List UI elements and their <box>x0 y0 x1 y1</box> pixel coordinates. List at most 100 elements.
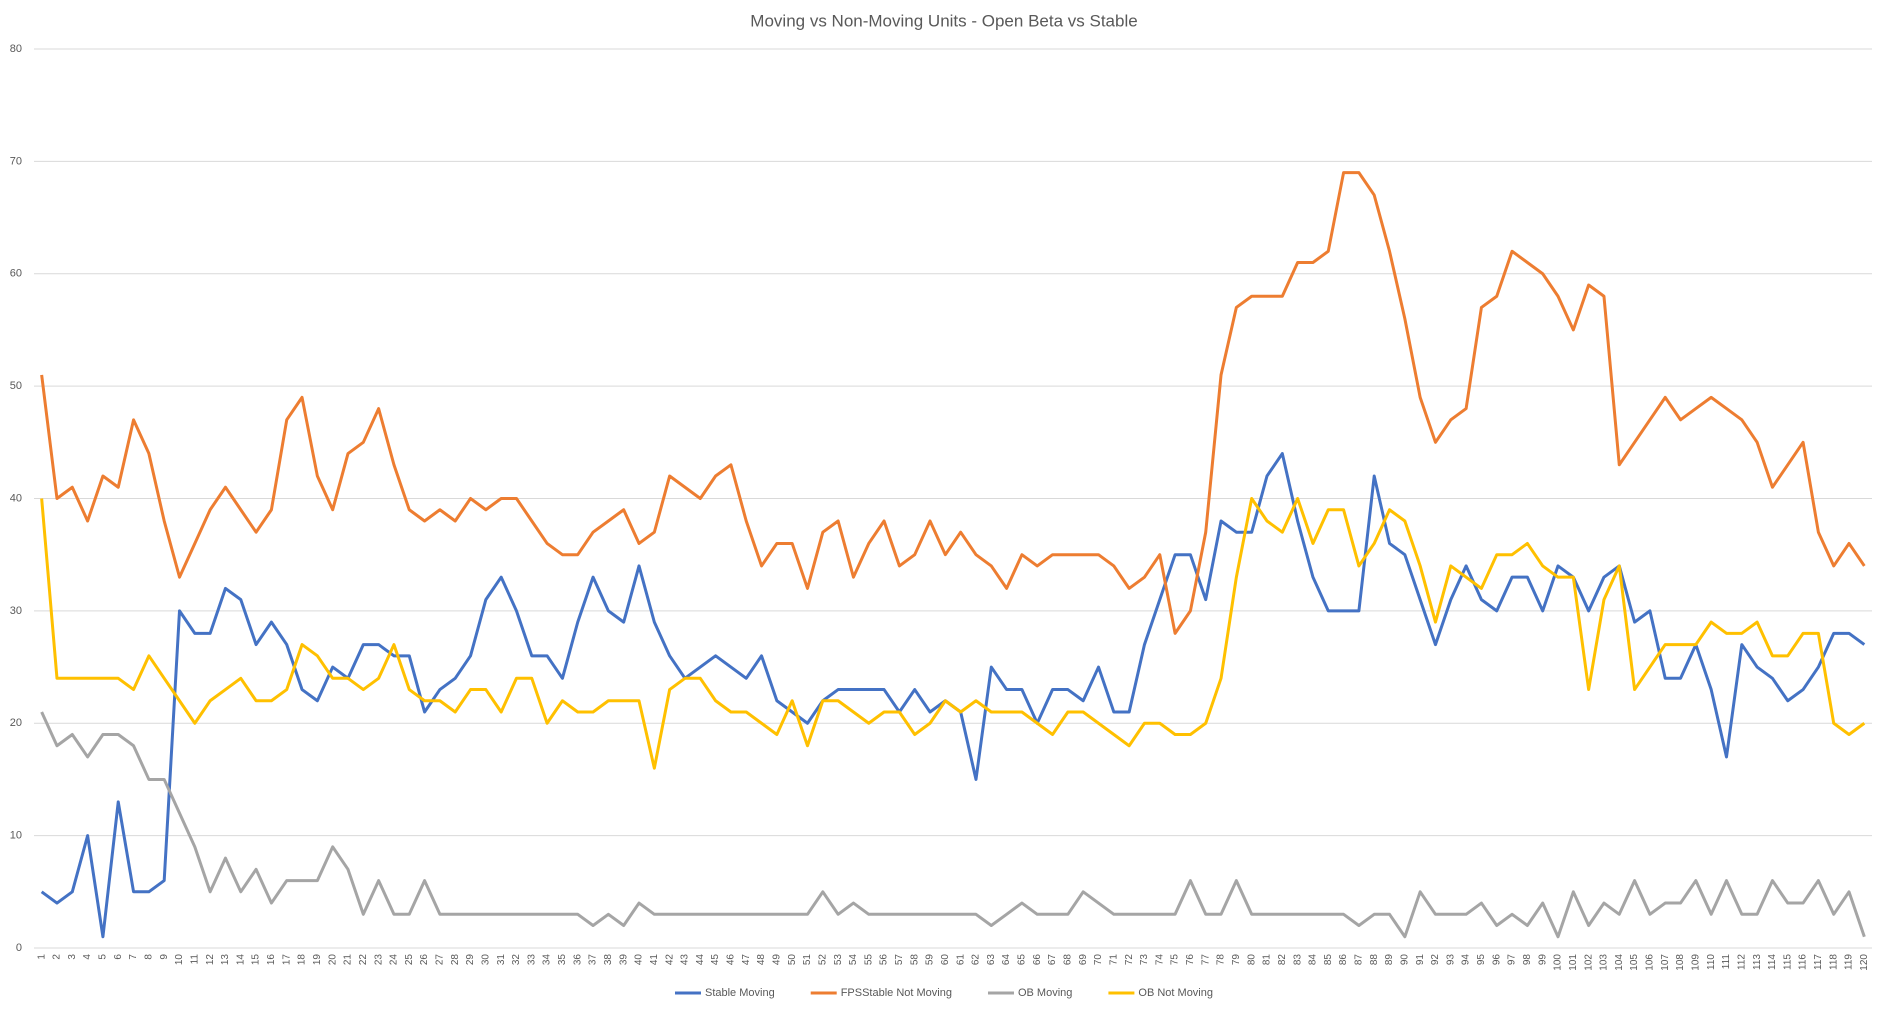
x-tick-label: 1 <box>36 954 47 960</box>
x-tick-label: 53 <box>833 954 844 966</box>
x-tick-label: 99 <box>1537 954 1548 966</box>
legend-label: OB Moving <box>1018 987 1072 999</box>
x-tick-label: 24 <box>389 954 400 966</box>
y-tick-label: 10 <box>10 830 22 842</box>
x-tick-label: 83 <box>1292 954 1303 966</box>
x-tick-label: 87 <box>1354 954 1365 966</box>
x-tick-label: 35 <box>557 954 568 966</box>
x-tick-label: 20 <box>327 954 338 966</box>
x-tick-label: 55 <box>863 954 874 966</box>
legend-label: Stable Moving <box>705 987 775 999</box>
x-tick-label: 27 <box>435 954 446 966</box>
y-tick-label: 70 <box>10 155 22 167</box>
x-tick-label: 62 <box>971 954 982 966</box>
x-tick-label: 104 <box>1614 954 1625 971</box>
x-tick-label: 36 <box>572 954 583 966</box>
x-tick-label: 116 <box>1798 954 1809 970</box>
x-tick-label: 96 <box>1491 954 1502 966</box>
x-tick-label: 90 <box>1399 954 1410 966</box>
x-tick-label: 21 <box>343 954 354 966</box>
x-tick-label: 25 <box>404 954 415 966</box>
x-tick-label: 50 <box>787 954 798 966</box>
x-tick-label: 118 <box>1828 954 1839 970</box>
x-tick-label: 31 <box>496 954 507 966</box>
x-tick-label: 5 <box>98 954 109 960</box>
x-tick-label: 30 <box>480 954 491 966</box>
x-tick-label: 81 <box>1262 954 1273 966</box>
x-tick-label: 86 <box>1338 954 1349 966</box>
x-tick-label: 92 <box>1430 954 1441 966</box>
x-tick-label: 93 <box>1445 954 1456 966</box>
x-tick-label: 52 <box>817 954 828 966</box>
x-tick-label: 51 <box>802 954 813 966</box>
x-tick-label: 45 <box>710 954 721 966</box>
x-tick-label: 43 <box>680 954 691 966</box>
x-tick-label: 28 <box>450 954 461 966</box>
x-tick-label: 47 <box>741 954 752 966</box>
x-tick-label: 74 <box>1154 954 1165 966</box>
legend-label: OB Not Moving <box>1138 987 1213 999</box>
x-tick-label: 54 <box>848 954 859 966</box>
x-tick-label: 79 <box>1231 954 1242 966</box>
x-tick-label: 68 <box>1063 954 1074 966</box>
x-tick-label: 46 <box>726 954 737 966</box>
x-tick-label: 82 <box>1277 954 1288 966</box>
x-tick-label: 38 <box>603 954 614 966</box>
x-tick-label: 98 <box>1522 954 1533 966</box>
chart-title: Moving vs Non-Moving Units - Open Beta v… <box>750 11 1137 30</box>
x-tick-label: 107 <box>1660 954 1671 971</box>
x-tick-label: 39 <box>618 954 629 966</box>
x-tick-label: 18 <box>297 954 308 966</box>
y-tick-label: 30 <box>10 605 22 617</box>
x-tick-label: 42 <box>664 954 675 966</box>
x-tick-label: 101 <box>1568 954 1579 971</box>
y-tick-label: 0 <box>16 942 22 954</box>
x-tick-label: 97 <box>1507 954 1518 966</box>
x-tick-label: 120 <box>1859 954 1870 971</box>
x-tick-label: 15 <box>251 954 262 966</box>
x-tick-label: 75 <box>1170 954 1181 966</box>
x-tick-label: 6 <box>113 954 124 960</box>
x-tick-label: 41 <box>649 954 660 966</box>
x-tick-label: 89 <box>1384 954 1395 966</box>
x-tick-label: 76 <box>1185 954 1196 966</box>
x-tick-label: 117 <box>1813 954 1824 970</box>
x-tick-label: 16 <box>266 954 277 966</box>
x-tick-label: 29 <box>465 954 476 966</box>
x-tick-label: 67 <box>1047 954 1058 966</box>
x-tick-label: 70 <box>1093 954 1104 966</box>
x-tick-label: 71 <box>1108 954 1119 966</box>
y-tick-label: 40 <box>10 492 22 504</box>
x-tick-label: 106 <box>1645 954 1656 971</box>
x-tick-label: 44 <box>695 954 706 966</box>
x-tick-label: 84 <box>1308 954 1319 966</box>
y-tick-label: 20 <box>10 717 22 729</box>
x-tick-label: 102 <box>1583 954 1594 971</box>
x-tick-label: 4 <box>82 954 93 960</box>
x-tick-label: 100 <box>1553 954 1564 971</box>
x-tick-label: 69 <box>1078 954 1089 966</box>
x-tick-label: 19 <box>312 954 323 966</box>
y-tick-label: 80 <box>10 43 22 55</box>
series-line <box>40 452 1866 939</box>
x-tick-label: 115 <box>1782 954 1793 970</box>
x-tick-label: 110 <box>1706 954 1717 970</box>
y-tick-label: 60 <box>10 268 22 280</box>
x-tick-label: 11 <box>189 954 200 965</box>
x-tick-label: 13 <box>220 954 231 966</box>
x-tick-label: 2 <box>52 954 63 960</box>
x-tick-label: 40 <box>634 954 645 966</box>
x-tick-label: 64 <box>1001 954 1012 966</box>
x-tick-label: 8 <box>144 954 155 960</box>
x-tick-label: 88 <box>1369 954 1380 966</box>
x-tick-label: 80 <box>1246 954 1257 966</box>
x-tick-label: 94 <box>1461 954 1472 966</box>
x-tick-label: 112 <box>1736 954 1747 970</box>
x-tick-label: 72 <box>1124 954 1135 966</box>
x-tick-label: 33 <box>526 954 537 966</box>
x-tick-label: 111 <box>1721 954 1732 970</box>
x-tick-label: 3 <box>67 954 78 960</box>
x-tick-label: 119 <box>1844 954 1855 970</box>
x-tick-label: 12 <box>205 954 216 966</box>
